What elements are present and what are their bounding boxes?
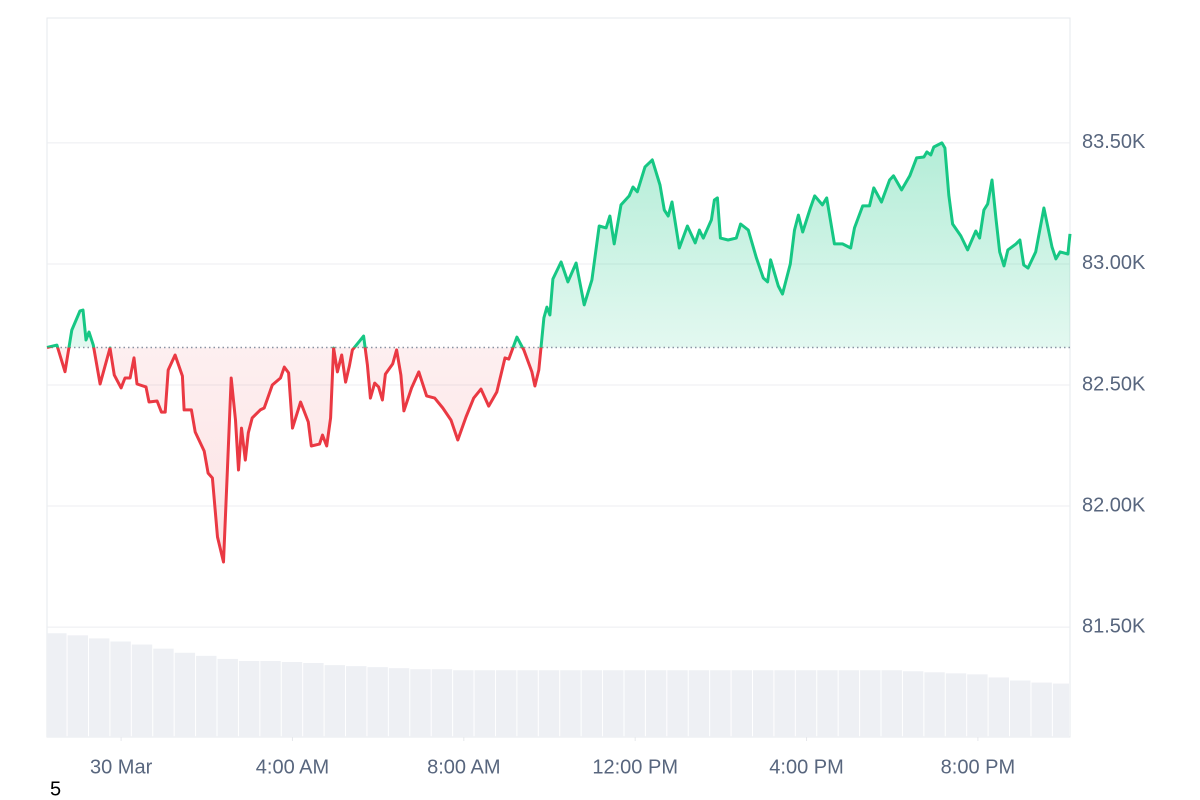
volume-bar [688,670,710,737]
volume-bar [710,670,731,737]
volume-bar [838,670,860,737]
volume-bar [817,670,838,737]
y-tick-label: 82.00K [1082,494,1146,516]
volume-bar [645,670,667,737]
x-tick-label: 4:00 PM [769,756,843,778]
volume-bar [196,655,217,737]
y-tick-label: 83.00K [1082,252,1146,274]
volume-bar [538,670,560,737]
x-tick-label: 30 Mar [90,756,153,778]
volume-bar [238,660,260,737]
volume-bar [752,670,774,737]
volume-bar [988,677,1010,737]
volume-bar [153,648,174,737]
volume-bar [495,670,517,737]
volume-bar [303,663,324,737]
volume-bar [453,670,474,737]
volume-bar [388,668,410,737]
volume-bar [346,666,367,737]
x-tick-label: 12:00 PM [592,756,678,778]
volume-bar [367,667,388,737]
volume-bar [1031,682,1052,737]
volume-bar [324,665,346,737]
volume-bar [603,670,624,737]
volume-bar [624,670,645,737]
volume-bar [945,673,967,737]
volume-bar [88,638,110,737]
volume-bar [560,670,581,737]
volume-bar [410,669,431,737]
volume-bar [581,670,603,737]
volume-bar [131,644,153,737]
x-tick-label: 4:00 AM [256,756,329,778]
x-tick-label: 8:00 PM [941,756,1015,778]
volume-bar [174,652,196,737]
volume-bar [517,670,538,737]
price-area [47,142,1070,562]
volume-bar [67,635,88,737]
volume-bar [281,662,303,737]
volume-bar [795,670,817,737]
volume-bar [774,670,795,737]
volume-bar [1010,680,1031,737]
volume-bar [667,670,688,737]
volume-bar [217,658,238,737]
volume-bar [860,670,881,737]
corner-text: 5 [50,778,61,800]
x-tick-label: 8:00 AM [427,756,500,778]
volume-bar [902,671,924,737]
volume-bar [924,672,945,737]
volume-bar [731,670,752,737]
volume-bar [881,670,902,737]
volume-bar [110,641,131,737]
volume-bar [431,669,453,737]
price-line [46,141,1072,564]
y-tick-label: 83.50K [1082,131,1146,153]
y-tick-label: 81.50K [1082,615,1146,637]
volume-bar [47,633,67,737]
y-tick-label: 82.50K [1082,373,1146,395]
volume-bar [260,660,281,737]
volume-bar [1052,683,1069,737]
volume-bar [474,670,495,737]
volume-bar [967,674,988,737]
